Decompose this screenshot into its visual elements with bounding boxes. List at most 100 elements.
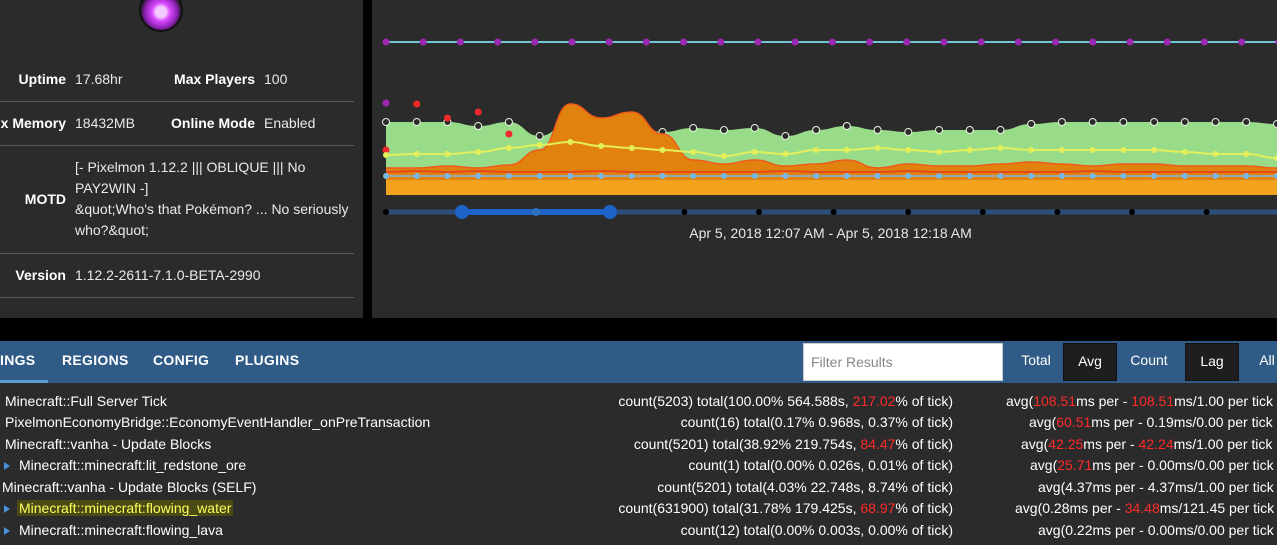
row-total-stat: count(631900) total(31.78% 179.425s, 68.… [618, 500, 953, 516]
top-series-point [1014, 38, 1022, 46]
count-mode-button[interactable]: Count [1130, 352, 1168, 368]
row-name[interactable]: PixelmonEconomyBridge::EconomyEventHandl… [5, 414, 431, 430]
green-series-point [812, 126, 821, 134]
blue-series-point [1028, 173, 1035, 179]
yellow-series-point [1058, 147, 1065, 153]
filter-results-input[interactable] [803, 343, 1003, 381]
top-series-point [605, 38, 613, 46]
green-series-point [904, 128, 913, 136]
stat-text: count(1) total(0.00% 0.026s, 0.01% of ti… [688, 457, 953, 473]
row-name[interactable]: Minecraft::minecraft:lit_redstone_ore [19, 457, 247, 473]
outlier-point [382, 99, 390, 107]
avg-text: avg(0.22ms per - 0.00ms/0.00 per tick [1038, 522, 1274, 538]
info-row-uptime: Uptime 17.68hr Max Players 100 [0, 57, 354, 102]
table-row[interactable]: Minecraft::vanha - Update Blocks count(5… [0, 434, 1277, 455]
stat-text: % of tick) [895, 393, 953, 409]
amber-series-area [386, 180, 1277, 195]
blue-series-point [1243, 173, 1250, 179]
top-series-point [494, 38, 502, 46]
stat-red: 68.97 [860, 500, 896, 516]
info-row-version: Version 1.12.2-2611-7.1.0-BETA-2990 [0, 254, 354, 298]
avg-mode-button[interactable]: Avg [1063, 343, 1117, 381]
row-name[interactable]: Minecraft::vanha - Update Blocks [5, 436, 212, 452]
motd-line: [- Pixelmon 1.12.2 ||| OBLIQUE ||| No [75, 159, 306, 175]
table-row[interactable]: Minecraft::minecraft:flowing_water count… [0, 498, 1277, 519]
max-memory-value: 18432MB [75, 115, 135, 131]
blue-series-point [1181, 173, 1188, 179]
all-mode-button[interactable]: All [1259, 352, 1275, 368]
green-series-point [1150, 118, 1159, 126]
blue-series-point [598, 173, 605, 179]
stat-text: % of tick) [895, 500, 953, 516]
yellow-series-point [690, 149, 697, 155]
blue-series-point [813, 173, 820, 179]
yellow-series-point [905, 147, 912, 153]
yellow-series-point [874, 145, 881, 151]
tab-config[interactable]: CONFIG [153, 352, 210, 368]
blue-series-point [905, 173, 912, 179]
row-total-stat: count(1) total(0.00% 0.026s, 0.01% of ti… [688, 457, 953, 473]
yellow-series-point [720, 153, 727, 159]
top-series-point [1163, 38, 1171, 46]
avg-text: ms per - [1083, 436, 1139, 452]
table-row[interactable]: Minecraft::vanha - Update Blocks (SELF) … [0, 477, 1277, 498]
avg-text: ms/121.45 per tick [1159, 500, 1275, 516]
row-avg-stat: avg(25.71ms per - 0.00ms/0.00 per tick [1030, 457, 1274, 473]
row-name[interactable]: Minecraft::minecraft:flowing_lava [19, 522, 223, 538]
row-total-stat: count(16) total(0.17% 0.968s, 0.37% of t… [681, 414, 953, 430]
row-name-highlighted[interactable]: Minecraft::minecraft:flowing_water [17, 500, 234, 516]
green-series-point [1242, 118, 1251, 126]
expand-caret-icon[interactable] [4, 527, 10, 535]
row-name[interactable]: Minecraft::vanha - Update Blocks (SELF) [2, 479, 257, 495]
top-series-point [791, 38, 799, 46]
green-series-point [474, 122, 483, 130]
top-series-point [828, 38, 836, 46]
blue-series-point [1274, 173, 1277, 179]
stat-red: 84.47 [860, 436, 896, 452]
row-avg-stat: avg(0.28ms per - 34.48ms/121.45 per tick [1015, 500, 1274, 516]
row-total-stat: count(5203) total(100.00% 564.588s, 217.… [618, 393, 953, 409]
navigator-point [756, 209, 762, 215]
avg-text: avg( [1030, 457, 1058, 473]
expand-caret-icon[interactable] [4, 462, 10, 470]
top-series-point [754, 38, 762, 46]
expand-caret-icon[interactable] [4, 505, 10, 513]
table-row[interactable]: Minecraft::minecraft:lit_redstone_ore co… [0, 455, 1277, 476]
top-series-point [1238, 38, 1246, 46]
max-memory-label: x Memory [0, 115, 66, 131]
blue-series-point [874, 173, 881, 179]
navigator-point [681, 209, 688, 215]
top-series-point [903, 38, 911, 46]
blue-series-point [843, 173, 850, 179]
avg-text: avg( [1021, 436, 1049, 452]
orange-peak-point [443, 114, 451, 122]
total-mode-button[interactable]: Total [1021, 352, 1051, 368]
row-name[interactable]: Minecraft::Full Server Tick [5, 393, 167, 409]
green-series-point [873, 126, 882, 134]
table-row[interactable]: Minecraft::minecraft:flowing_lava count(… [0, 520, 1277, 541]
lag-mode-button[interactable]: Lag [1185, 343, 1239, 381]
avg-red: 108.51 [1131, 393, 1175, 409]
motd-line: &quot;Who's that Pokémon? ... No serious… [75, 201, 349, 217]
stat-text: count(16) total(0.17% 0.968s, 0.37% of t… [680, 414, 953, 430]
top-series-point [866, 38, 874, 46]
info-row-memory: x Memory 18432MB Online Mode Enabled [0, 102, 354, 146]
navigator-point [1054, 209, 1061, 215]
table-row[interactable]: Minecraft::Full Server Tick count(5203) … [0, 391, 1277, 412]
tab-timings[interactable]: INGS [0, 341, 48, 383]
motd-line: PAY2WIN -] [75, 180, 149, 196]
timings-chart[interactable] [372, 0, 1277, 240]
max-players-value: 100 [264, 71, 288, 87]
tab-regions[interactable]: REGIONS [62, 352, 129, 368]
yellow-series-point [505, 145, 512, 151]
yellow-series-point [1243, 151, 1250, 157]
stat-red: 217.02 [852, 393, 896, 409]
stat-text: count(12) total(0.00% 0.003s, 0.00% of t… [680, 522, 953, 538]
tab-plugins[interactable]: PLUGINS [235, 352, 300, 368]
navigator-point [1129, 209, 1135, 215]
uptime-value: 17.68hr [75, 71, 123, 87]
green-series-point [1057, 118, 1066, 126]
green-series-point [935, 126, 944, 134]
table-row[interactable]: PixelmonEconomyBridge::EconomyEventHandl… [0, 412, 1277, 433]
row-avg-stat: avg(4.37ms per - 4.37ms/1.00 per tick [1038, 479, 1274, 495]
